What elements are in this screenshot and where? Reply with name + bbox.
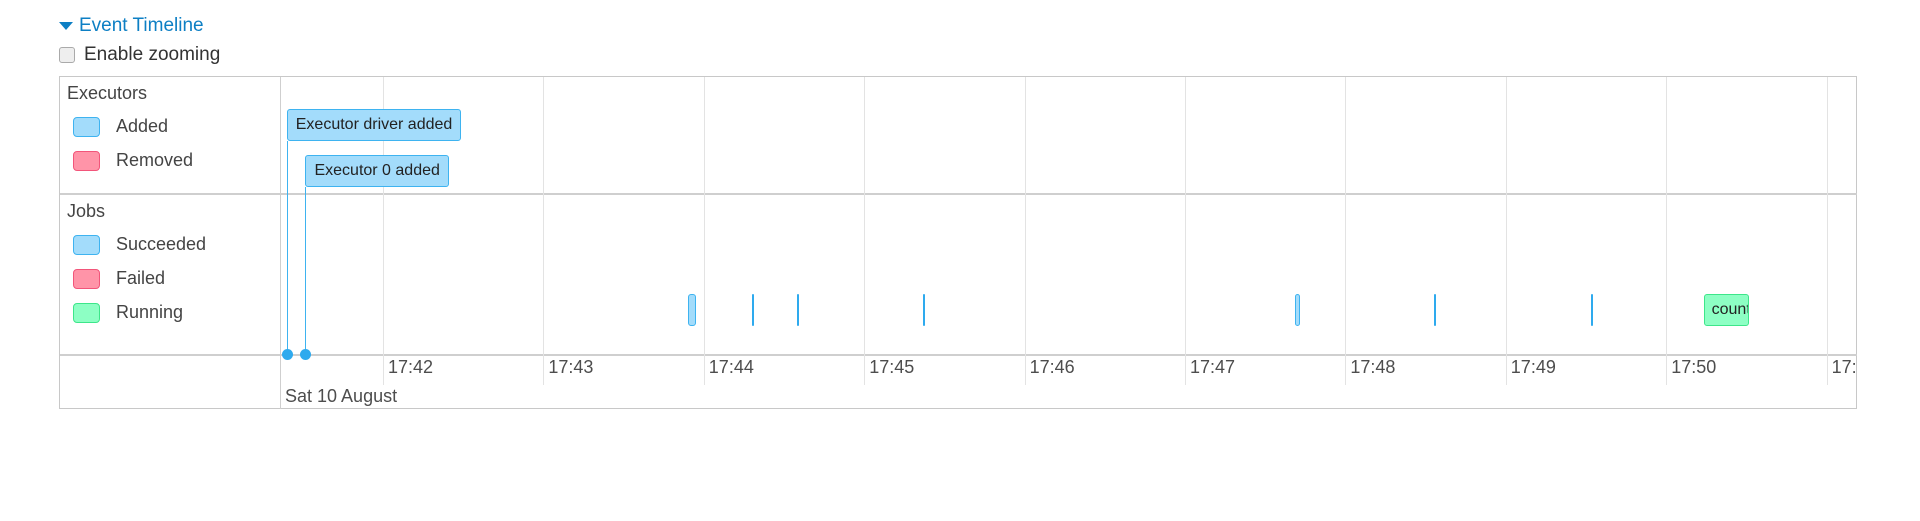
- gridline: [1826, 77, 1828, 385]
- axis-tick-label: 17:43: [548, 357, 594, 377]
- legend-label: Succeeded: [116, 234, 207, 254]
- group-divider: [60, 193, 1857, 195]
- legend-swatch: [73, 234, 100, 255]
- legend-label: Removed: [116, 150, 194, 170]
- enable-zooming-control[interactable]: Enable zooming: [59, 44, 220, 66]
- gridline: [1505, 77, 1507, 385]
- axis-tick-label: 17:51: [1831, 357, 1857, 377]
- gridline: [383, 77, 384, 385]
- job-succeeded[interactable]: [797, 294, 800, 326]
- legend-label: Running: [116, 302, 184, 322]
- enable-zooming-label: Enable zooming: [84, 44, 221, 65]
- job-succeeded[interactable]: [1433, 294, 1436, 326]
- job-running[interactable]: count: [1703, 294, 1750, 326]
- event-stem: [305, 187, 307, 354]
- axis-tick-label: 17:45: [869, 357, 915, 377]
- legend-jobs-running: Running: [73, 302, 183, 323]
- legend-jobs-failed: Failed: [73, 268, 165, 289]
- legend-executors-removed: Removed: [73, 150, 193, 171]
- job-succeeded[interactable]: [751, 294, 754, 326]
- event-timeline-toggle[interactable]: Event Timeline: [59, 15, 204, 37]
- legend-jobs-succeeded: Succeeded: [73, 234, 206, 255]
- legend-label: Added: [116, 116, 169, 136]
- executor-event-1[interactable]: Executor 0 added: [305, 155, 449, 187]
- event-dot: [300, 349, 312, 360]
- job-succeeded[interactable]: [923, 294, 925, 326]
- event-dot: [281, 349, 293, 360]
- job-succeeded[interactable]: [1591, 294, 1594, 326]
- event-stem: [286, 141, 288, 354]
- gridline: [1666, 77, 1668, 385]
- legend-executors-added: Added: [73, 116, 168, 137]
- axis-tick-label: 17:47: [1190, 357, 1236, 377]
- axis-tick-label: 17:44: [708, 357, 754, 377]
- enable-zooming-checkbox[interactable]: [59, 47, 75, 63]
- legend-label: Failed: [116, 268, 166, 288]
- executor-event-0[interactable]: Executor driver added: [286, 109, 462, 141]
- legend-swatch: [73, 116, 100, 137]
- group-label-jobs: Jobs: [67, 201, 106, 221]
- axis-tick-label: 17:48: [1350, 357, 1396, 377]
- gridline: [864, 77, 866, 385]
- event-timeline-title: Event Timeline: [79, 15, 204, 36]
- axis-line: [60, 354, 1857, 356]
- group-label-executors: Executors: [67, 83, 148, 103]
- gridline: [1345, 77, 1347, 385]
- label-column-divider: [280, 77, 281, 409]
- axis-tick-label: 17:49: [1510, 357, 1556, 377]
- legend-swatch: [73, 268, 100, 289]
- axis-tick-label: 17:50: [1671, 357, 1717, 377]
- timeline-frame: [59, 76, 1857, 409]
- job-succeeded[interactable]: [1294, 294, 1300, 326]
- gridline: [543, 77, 545, 385]
- axis-date-label: Sat 10 August: [285, 386, 398, 406]
- job-succeeded[interactable]: [687, 294, 696, 326]
- gridline: [703, 77, 705, 385]
- axis-tick-label: 17:46: [1029, 357, 1075, 377]
- gridline: [1024, 77, 1026, 385]
- timeline-canvas[interactable]: 17:42 17:43 17:44 17:45 17:46 17:47 17:48 17:49…: [281, 77, 1857, 408]
- legend-swatch: [73, 302, 100, 323]
- caret-down-icon: [59, 22, 73, 30]
- legend-swatch: [73, 150, 100, 171]
- gridline: [1185, 77, 1186, 385]
- axis-tick-label: 17:42: [388, 357, 434, 377]
